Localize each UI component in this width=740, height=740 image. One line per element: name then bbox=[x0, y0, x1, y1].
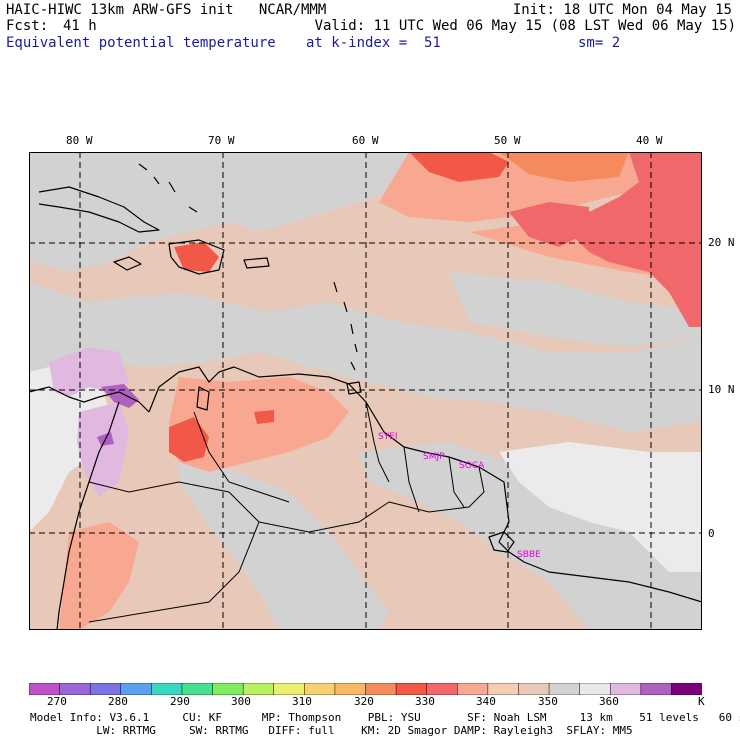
border-fg-brazil bbox=[388, 466, 485, 513]
lon-label-60w: 60 W bbox=[352, 134, 379, 147]
colorbar bbox=[29, 683, 702, 695]
field-gray-southwest bbox=[179, 452, 389, 630]
station-label-smjp: SMJP bbox=[423, 452, 445, 462]
field-lavender-2 bbox=[77, 402, 129, 497]
colorbar-swatch bbox=[671, 683, 702, 695]
coast-jamaica bbox=[113, 256, 142, 271]
colorbar-units: K bbox=[698, 695, 705, 708]
graticule bbox=[29, 152, 702, 630]
forecast-hour: 41 h bbox=[63, 18, 97, 34]
field-salmon-venezuela bbox=[169, 377, 349, 472]
colorbar-label-290: 290 bbox=[170, 695, 190, 708]
colorbar-swatch bbox=[518, 683, 550, 695]
level-label: at k-index = 51 bbox=[306, 35, 441, 51]
field-gray-east bbox=[449, 272, 702, 347]
field-red-atlantic-2 bbox=[509, 202, 589, 247]
footer-physics-info: LW: RRTMG SW: RRTMG DIFF: full KM: 2D Sm… bbox=[30, 724, 633, 737]
lon-label-70w: 70 W bbox=[208, 134, 235, 147]
field-red-hispaniola bbox=[174, 242, 219, 272]
colorbar-swatch bbox=[609, 683, 642, 695]
station-label-syei: SYEI bbox=[378, 432, 398, 442]
field-red-venezuela bbox=[169, 417, 209, 462]
map-frame bbox=[29, 152, 702, 630]
colorbar-label-330: 330 bbox=[415, 695, 435, 708]
colorbar-swatch bbox=[151, 683, 183, 695]
colorbar-label-310: 310 bbox=[292, 695, 312, 708]
colorbar-swatch bbox=[548, 683, 581, 695]
colorbar-swatch bbox=[334, 683, 367, 695]
colorbar-swatch bbox=[426, 683, 459, 695]
border-venezuela-guyana bbox=[365, 401, 390, 483]
colorbar-swatch bbox=[395, 683, 428, 695]
colorbar-label-320: 320 bbox=[354, 695, 374, 708]
colorbar-swatch bbox=[640, 683, 673, 695]
lon-label-80w: 80 W bbox=[66, 134, 93, 147]
colorbar-swatch bbox=[273, 683, 306, 695]
lon-label-40w: 40 W bbox=[636, 134, 663, 147]
colorbar-swatch bbox=[181, 683, 214, 695]
borders bbox=[88, 401, 485, 623]
init-time: Init: 18 UTC Mon 04 May 15 bbox=[512, 2, 732, 18]
colorbar-label-340: 340 bbox=[476, 695, 496, 708]
field-lavender bbox=[49, 347, 129, 397]
colorbar-label-280: 280 bbox=[108, 695, 128, 708]
coast-amazon-mouth bbox=[488, 531, 515, 553]
field-red-atlantic bbox=[549, 152, 702, 327]
colorbar-swatch bbox=[212, 683, 244, 695]
station-label-soca: SOCA bbox=[459, 461, 485, 471]
colorbar-swatch bbox=[120, 683, 153, 695]
footer-model-info: Model Info: V3.6.1 CU: KF MP: Thompson P… bbox=[30, 711, 740, 724]
field-light-west bbox=[29, 362, 109, 532]
colorbar-label-360: 360 bbox=[599, 695, 619, 708]
valid-time: Valid: 11 UTC Wed 06 May 15 (08 LST Wed … bbox=[314, 18, 736, 34]
field-red-venezuela-2 bbox=[254, 410, 274, 424]
field-gray-north bbox=[29, 152, 409, 272]
field-salmon-south bbox=[59, 522, 139, 630]
field-red-north bbox=[409, 152, 509, 182]
colorbar-label-270: 270 bbox=[47, 695, 67, 708]
colorbar-label-300: 300 bbox=[231, 695, 251, 708]
colorbar-swatch bbox=[579, 683, 611, 695]
lat-label-10n: 10 N bbox=[708, 383, 735, 396]
coast-hispaniola bbox=[168, 239, 225, 275]
border-brazil-west bbox=[258, 501, 390, 533]
coast-puerto-rico bbox=[243, 257, 270, 269]
colorbar-label-350: 350 bbox=[538, 695, 558, 708]
field-orange-top bbox=[499, 152, 629, 182]
coast-cuba bbox=[38, 186, 160, 233]
coast-bahamas bbox=[138, 163, 198, 213]
field-name: Equivalent potential temperature bbox=[6, 35, 276, 51]
lon-label-50w: 50 W bbox=[494, 134, 521, 147]
field-gray-south bbox=[359, 442, 702, 630]
colorbar-swatch bbox=[89, 683, 122, 695]
border-suriname-fg bbox=[448, 456, 465, 508]
lat-label-0: 0 bbox=[708, 527, 715, 540]
model-title: HAIC-HIWC 13km ARW-GFS init NCAR/MMM bbox=[6, 2, 327, 18]
map-panel: SYEI SMJP SOCA SBBE bbox=[29, 152, 702, 630]
smoothing-label: sm= 2 bbox=[578, 35, 621, 51]
lat-label-20n: 20 N bbox=[708, 236, 735, 249]
colorbar-swatch bbox=[365, 683, 397, 695]
colorbar-swatch bbox=[304, 683, 336, 695]
forecast-label: Fcst: bbox=[6, 18, 49, 34]
station-label-sbbe: SBBE bbox=[517, 550, 541, 560]
coastlines bbox=[29, 163, 702, 630]
coast-trinidad bbox=[346, 381, 362, 395]
border-guyana-suriname bbox=[403, 446, 420, 513]
coast-south-america-west bbox=[56, 401, 120, 630]
coast-maracaibo bbox=[196, 386, 210, 411]
colorbar-swatch bbox=[29, 683, 61, 695]
border-colombia-venezuela bbox=[193, 411, 290, 503]
coast-central-america bbox=[29, 386, 150, 413]
coast-antilles bbox=[333, 281, 358, 371]
colorbar-swatch bbox=[59, 683, 91, 695]
colorbar-swatch bbox=[487, 683, 520, 695]
colorbar-swatch bbox=[457, 683, 489, 695]
colorbar-swatch bbox=[242, 683, 275, 695]
